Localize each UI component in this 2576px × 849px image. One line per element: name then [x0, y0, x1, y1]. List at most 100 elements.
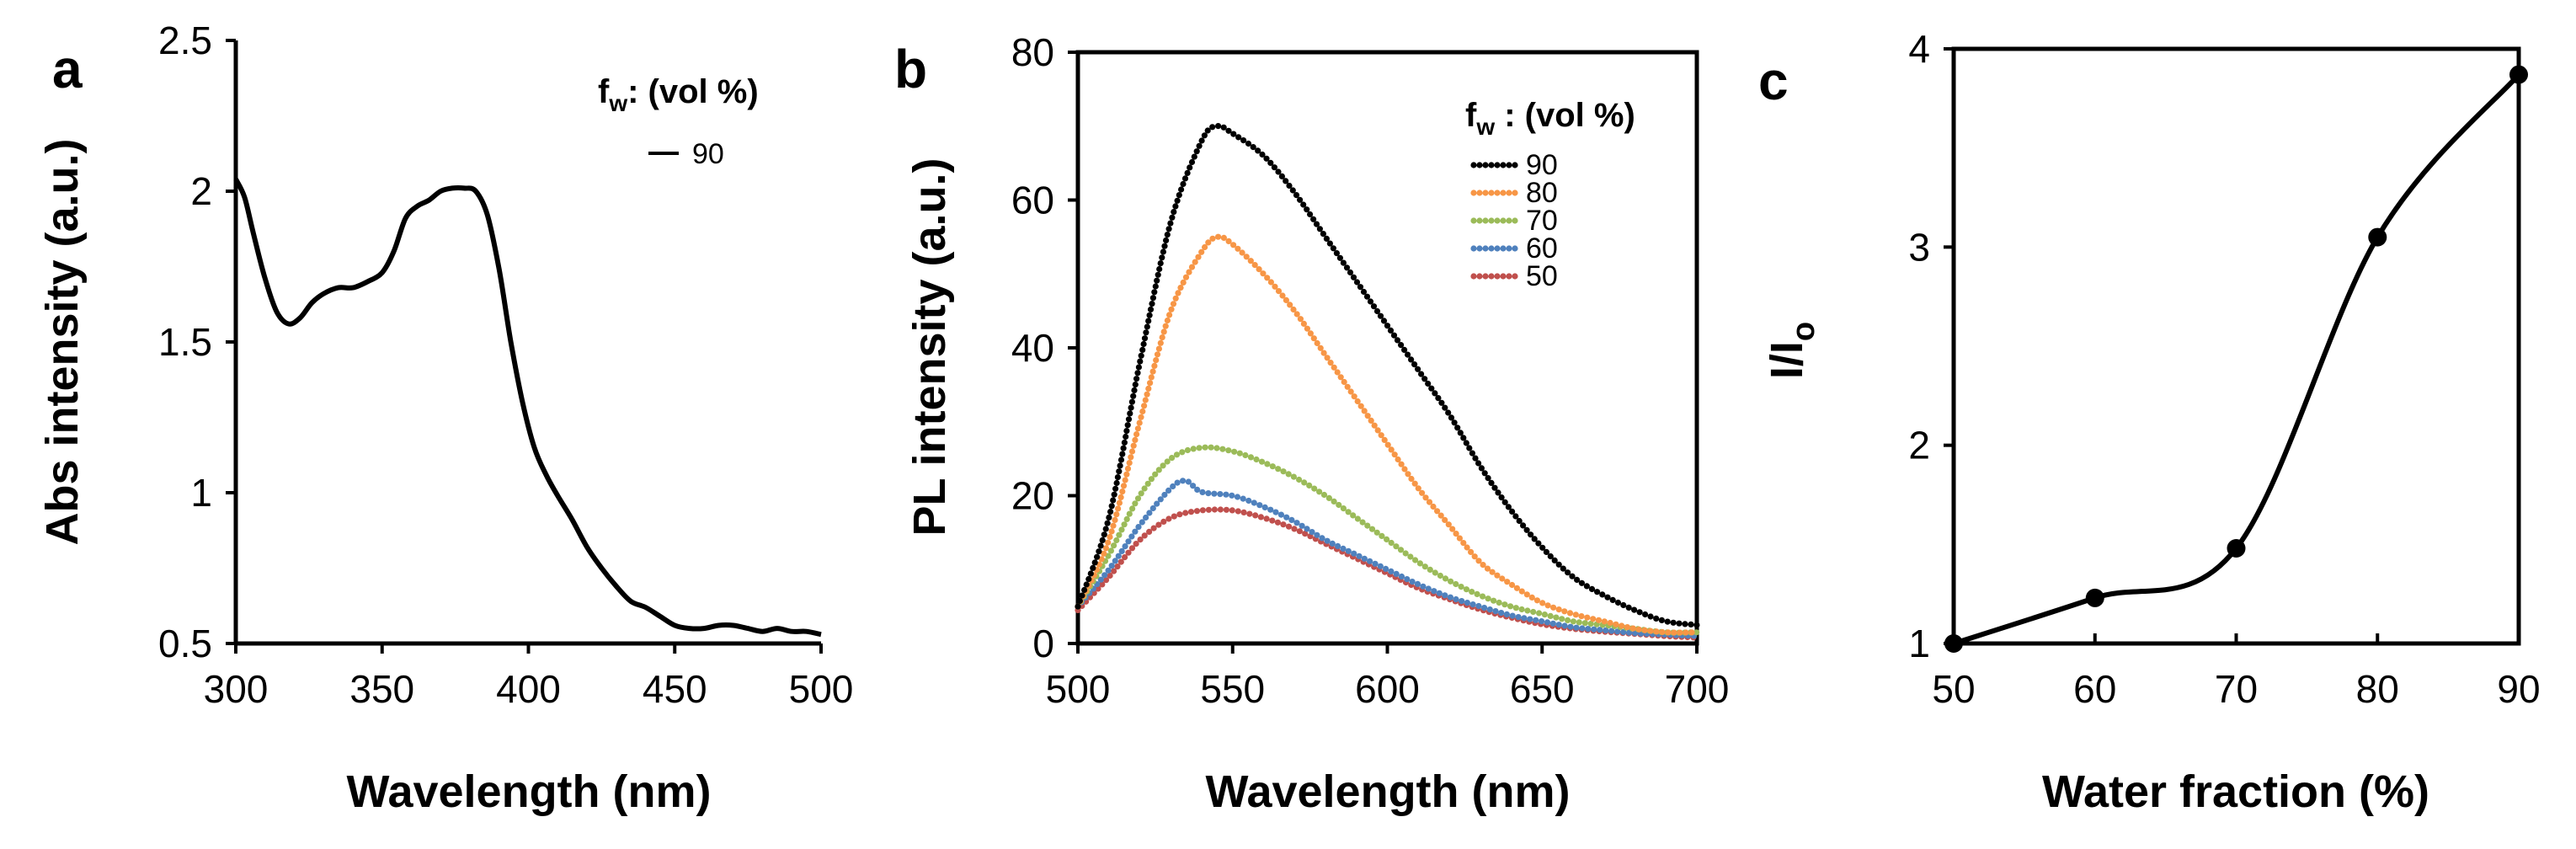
- panel-b-point: [1383, 565, 1389, 573]
- panel-b-point: [1509, 508, 1516, 515]
- panel-b-legend-swatch-dot: [1488, 190, 1495, 196]
- panel-b-point: [1309, 529, 1315, 536]
- panel-b-point: [1350, 512, 1357, 519]
- panel-b-point: [1301, 479, 1308, 486]
- panel-b-point: [1559, 616, 1565, 622]
- panel-a-x-tick-label: 350: [349, 667, 414, 711]
- panel-b-point: [1539, 544, 1546, 551]
- panel-c-x-tick-label: 50: [1932, 667, 1975, 711]
- panel-b-point: [1350, 274, 1357, 280]
- panel-b-point: [1357, 403, 1364, 409]
- panel-b-point: [1364, 413, 1371, 419]
- panel-b-point: [1419, 489, 1426, 496]
- panel-b-point: [1561, 622, 1568, 629]
- panel-b-point: [1148, 374, 1155, 381]
- panel-b-point: [1329, 540, 1336, 547]
- panel-b-point: [1391, 451, 1398, 458]
- panel-b-point: [1553, 614, 1560, 621]
- panel-b-point: [1102, 577, 1110, 584]
- panel-b-point: [1480, 562, 1486, 569]
- panel-b-point: [1345, 509, 1352, 515]
- panel-b-point: [1290, 306, 1297, 313]
- panel-b-point: [1091, 559, 1098, 566]
- panel-b-point: [1445, 521, 1452, 528]
- panel-b-point: [1202, 444, 1208, 451]
- panel-b-point: [1261, 504, 1268, 511]
- panel-b-point: [1503, 611, 1510, 618]
- panel-b-tag: b: [894, 39, 927, 99]
- panel-b-point: [1456, 535, 1463, 542]
- panel-b-point: [1471, 553, 1478, 560]
- panel-b-point: [1117, 558, 1124, 565]
- panel-b-point: [1302, 531, 1309, 537]
- panel-b-point: [1137, 358, 1144, 365]
- panel-b-point: [1647, 613, 1654, 620]
- panel-b-point: [1240, 509, 1247, 516]
- panel-b-point: [1535, 540, 1542, 547]
- panel-b-point: [1159, 334, 1165, 341]
- panel-b-point: [1131, 387, 1138, 393]
- panel-b-point: [1113, 537, 1120, 544]
- panel-b-point: [1393, 543, 1400, 550]
- panel-b-point: [1243, 254, 1250, 260]
- panel-b-legend-swatch-dot: [1482, 190, 1489, 196]
- panel-b-point: [1256, 502, 1263, 509]
- panel-b-point: [1334, 369, 1341, 376]
- panel-b-point: [1112, 485, 1119, 492]
- panel-b-point: [1347, 269, 1354, 276]
- panel-b-y-tick-label: 0: [1032, 622, 1054, 665]
- panel-b-point: [1075, 603, 1081, 610]
- panel-b-point: [1130, 392, 1137, 399]
- panel-b-point: [1267, 279, 1274, 286]
- panel-b-point: [1442, 404, 1448, 411]
- panel-b-point: [1485, 475, 1491, 482]
- panel-b-point: [1123, 515, 1130, 523]
- panel-b-point: [1683, 629, 1689, 636]
- panel-b-point: [1168, 306, 1175, 312]
- panel-b-point: [1331, 498, 1337, 505]
- panel-b-point: [1184, 446, 1191, 454]
- panel-b-legend-swatch-dot: [1482, 162, 1489, 168]
- panel-b-point: [1631, 606, 1638, 613]
- panel-b-legend-swatch-dot: [1494, 273, 1501, 280]
- panel-b-legend-swatch-dot: [1488, 162, 1495, 168]
- panel-b-point: [1340, 259, 1347, 266]
- panel-b-point: [1677, 629, 1683, 636]
- panel-b-point: [1145, 318, 1152, 324]
- panel-b-point: [1293, 192, 1300, 199]
- panel-b-point: [1442, 575, 1449, 582]
- panel-b-legend-label: 50: [1526, 260, 1558, 292]
- panel-b-legend-swatch-dot: [1500, 273, 1507, 280]
- panel-b-point: [1283, 178, 1289, 184]
- panel-b-point: [1280, 468, 1287, 475]
- panel-b-point: [1108, 528, 1115, 535]
- panel-b-point: [1128, 448, 1136, 455]
- panel-b-point: [1547, 553, 1554, 560]
- panel-b-y-tick-label: 80: [1011, 30, 1054, 74]
- panel-b-point: [1520, 522, 1527, 529]
- panel-b-point: [1515, 614, 1522, 621]
- panel-b-point: [1272, 509, 1279, 515]
- panel-b-point: [1438, 399, 1445, 406]
- panel-b-legend-swatch-dot: [1494, 162, 1501, 168]
- panel-b-point: [1620, 601, 1627, 609]
- panel-b-point: [1306, 482, 1313, 489]
- panel-b-point: [1170, 301, 1177, 307]
- panel-b-point: [1163, 237, 1170, 243]
- panel-c-x-tick-label: 80: [2356, 667, 2399, 711]
- panel-b-point: [1102, 545, 1109, 552]
- panel-c-y-tick-label: 1: [1908, 622, 1930, 665]
- panel-b-point: [1179, 449, 1186, 456]
- panel-b-point: [1116, 468, 1123, 475]
- panel-b-point: [1682, 621, 1688, 627]
- panel-b-point: [1146, 528, 1153, 536]
- panel-b-point: [1387, 327, 1395, 334]
- panel-b-point: [1291, 526, 1298, 532]
- panel-b-point: [1192, 259, 1198, 265]
- panel-b-point: [1166, 312, 1173, 318]
- panel-b-point: [1297, 316, 1304, 323]
- panel-b-point: [1134, 495, 1142, 502]
- panel-b-point: [1182, 274, 1190, 280]
- panel-b-point: [1398, 461, 1405, 467]
